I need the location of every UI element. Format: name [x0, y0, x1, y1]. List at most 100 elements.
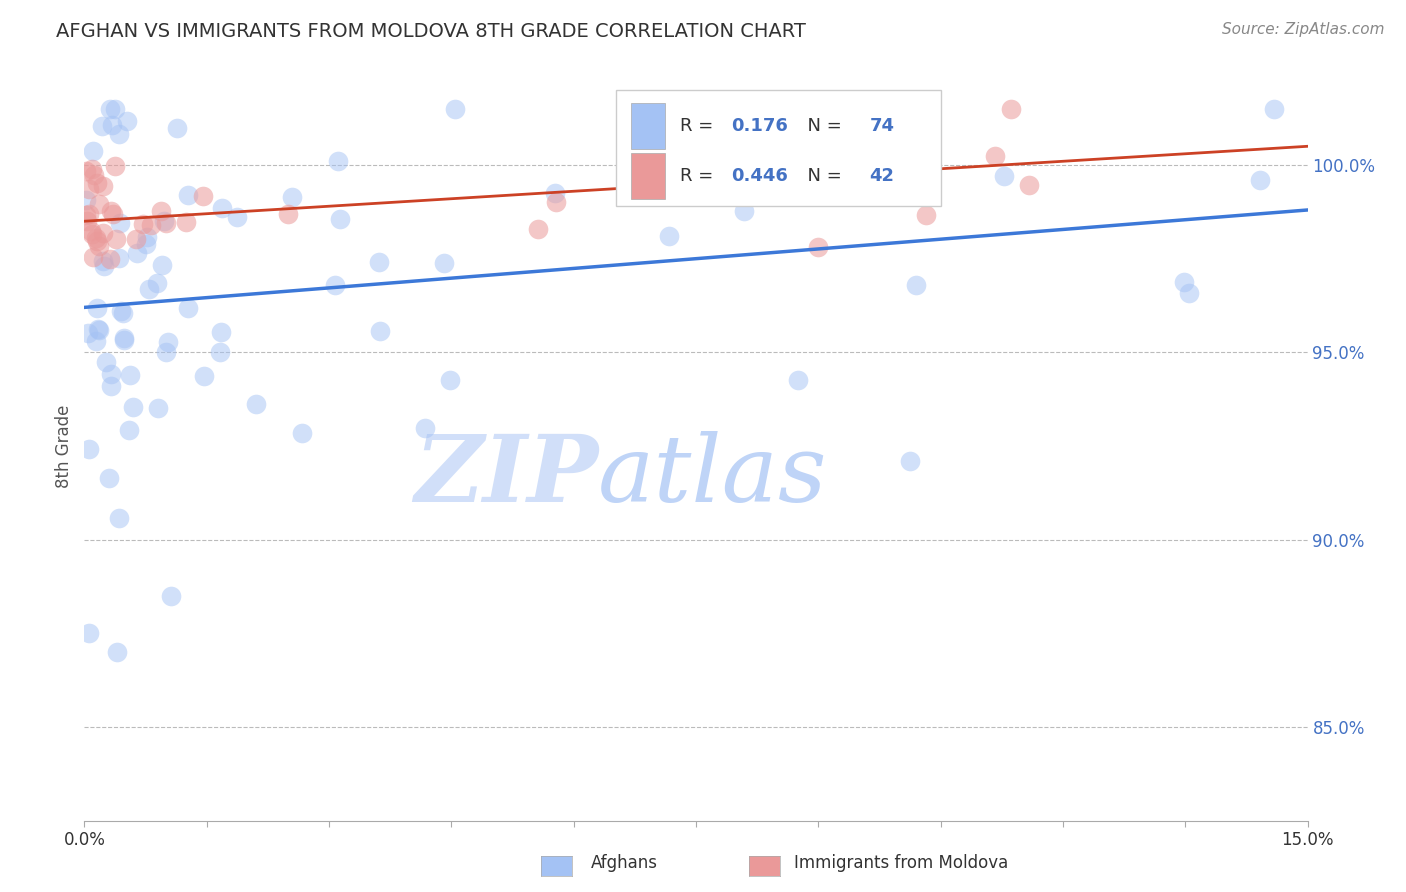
Point — [209, 326, 232, 340]
Point — [86, 301, 108, 315]
Point — [100, 379, 122, 393]
Point — [208, 344, 231, 359]
Text: AFGHAN VS IMMIGRANTS FROM MOLDOVA 8TH GRADE CORRELATION CHART: AFGHAN VS IMMIGRANTS FROM MOLDOVA 8TH GR… — [56, 22, 806, 41]
Point — [86, 234, 108, 248]
Point — [245, 397, 267, 411]
Point — [118, 368, 141, 382]
Point — [905, 277, 928, 292]
Point — [226, 210, 249, 224]
Point — [111, 306, 134, 320]
Point — [193, 368, 215, 383]
Point — [152, 214, 174, 228]
Point — [91, 120, 114, 134]
Point — [527, 221, 550, 235]
Point — [83, 168, 105, 182]
Point — [80, 161, 103, 176]
Point — [82, 227, 104, 241]
Point — [112, 331, 135, 345]
Point — [134, 237, 156, 252]
Point — [84, 334, 107, 348]
Point — [100, 203, 122, 218]
Point — [105, 645, 128, 659]
Point — [329, 212, 352, 227]
Point — [98, 252, 121, 266]
Y-axis label: 8th Grade: 8th Grade — [55, 404, 73, 488]
Point — [110, 304, 132, 318]
Point — [368, 255, 391, 269]
Text: R =: R = — [681, 168, 718, 186]
Point — [150, 203, 173, 218]
Point — [150, 258, 173, 272]
Point — [115, 113, 138, 128]
Point — [77, 442, 100, 456]
Point — [146, 276, 169, 290]
Point — [141, 218, 163, 232]
Point — [76, 214, 98, 228]
Point — [439, 373, 461, 387]
Text: Immigrants from Moldova: Immigrants from Moldova — [794, 855, 1008, 872]
Point — [166, 120, 188, 135]
Point — [84, 231, 107, 245]
Point — [98, 102, 121, 116]
Text: 42: 42 — [870, 168, 894, 186]
Point — [136, 229, 159, 244]
Point — [77, 207, 100, 221]
Point — [775, 140, 797, 154]
Point — [1173, 275, 1195, 289]
Point — [796, 144, 818, 158]
Point — [91, 254, 114, 268]
Text: ZIP: ZIP — [413, 431, 598, 521]
FancyBboxPatch shape — [631, 153, 665, 200]
Point — [323, 277, 346, 292]
Point — [86, 176, 108, 190]
Point — [107, 510, 129, 524]
Point — [89, 197, 111, 211]
Point — [277, 207, 299, 221]
Point — [291, 426, 314, 441]
Point — [444, 102, 467, 116]
Point — [174, 215, 197, 229]
Point — [898, 454, 921, 468]
Point — [146, 401, 169, 416]
Text: atlas: atlas — [598, 431, 828, 521]
Point — [1018, 178, 1040, 192]
Point — [103, 206, 125, 220]
Point — [112, 333, 135, 347]
Point — [176, 301, 198, 316]
Point — [1249, 173, 1271, 187]
Point — [77, 182, 100, 196]
Point — [177, 188, 200, 202]
Point — [546, 194, 568, 209]
Text: 0.446: 0.446 — [731, 168, 789, 186]
Point — [125, 246, 148, 260]
Point — [131, 217, 153, 231]
Point — [87, 322, 110, 336]
Text: 0.176: 0.176 — [731, 117, 789, 135]
Point — [89, 239, 111, 253]
Point — [77, 326, 100, 340]
Point — [993, 169, 1015, 183]
Text: Source: ZipAtlas.com: Source: ZipAtlas.com — [1222, 22, 1385, 37]
Point — [98, 471, 121, 485]
FancyBboxPatch shape — [616, 90, 941, 206]
Point — [156, 334, 179, 349]
Point — [281, 190, 304, 204]
Point — [79, 224, 101, 238]
Point — [82, 250, 104, 264]
Point — [75, 164, 97, 178]
Point — [94, 355, 117, 369]
Point — [93, 179, 115, 194]
FancyBboxPatch shape — [631, 103, 665, 149]
Point — [191, 189, 214, 203]
Point — [211, 202, 233, 216]
Point — [807, 240, 830, 254]
Point — [1263, 102, 1285, 116]
Point — [984, 149, 1007, 163]
Point — [93, 259, 115, 273]
Point — [100, 367, 122, 381]
Point — [108, 127, 131, 141]
Point — [155, 216, 177, 230]
Point — [117, 423, 139, 437]
Point — [138, 282, 160, 296]
Point — [125, 231, 148, 245]
